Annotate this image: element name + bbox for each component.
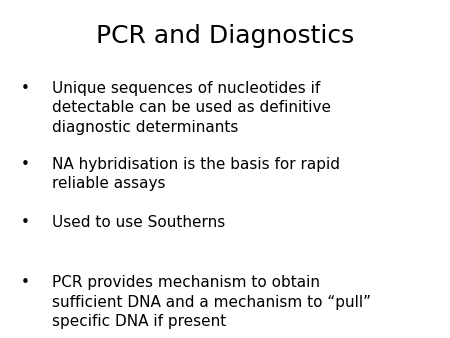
Text: PCR provides mechanism to obtain
sufficient DNA and a mechanism to “pull”
specif: PCR provides mechanism to obtain suffici…: [52, 275, 371, 329]
Text: •: •: [20, 157, 29, 172]
Text: •: •: [20, 215, 29, 230]
Text: •: •: [20, 81, 29, 96]
Text: Unique sequences of nucleotides if
detectable can be used as definitive
diagnost: Unique sequences of nucleotides if detec…: [52, 81, 331, 135]
Text: •: •: [20, 275, 29, 290]
Text: Used to use Southerns: Used to use Southerns: [52, 215, 225, 230]
Text: PCR and Diagnostics: PCR and Diagnostics: [96, 24, 354, 48]
Text: NA hybridisation is the basis for rapid
reliable assays: NA hybridisation is the basis for rapid …: [52, 157, 340, 191]
